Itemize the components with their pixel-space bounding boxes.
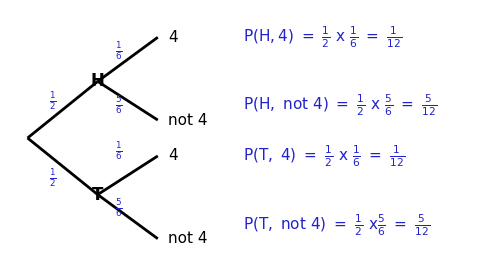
Text: not 4: not 4 <box>168 231 207 246</box>
Text: $\frac{1}{2}$: $\frac{1}{2}$ <box>49 90 57 112</box>
Text: 4: 4 <box>168 30 177 45</box>
Text: T: T <box>92 185 103 204</box>
Text: H: H <box>91 72 105 91</box>
Text: $\frac{1}{6}$: $\frac{1}{6}$ <box>115 140 123 162</box>
Text: $\frac{5}{6}$: $\frac{5}{6}$ <box>115 197 123 219</box>
Text: $\frac{5}{6}$: $\frac{5}{6}$ <box>115 94 123 116</box>
Text: $\mathrm{P(T,\ not\ 4)\ =\ }\frac{1}{2}\mathrm{\ x}\frac{5}{6}\mathrm{\ =\ }\fra: $\mathrm{P(T,\ not\ 4)\ =\ }\frac{1}{2}\… <box>243 212 430 238</box>
Text: not 4: not 4 <box>168 113 207 128</box>
Text: $\frac{1}{2}$: $\frac{1}{2}$ <box>49 167 57 189</box>
Text: $\mathrm{P(H,4)\ =\ }\frac{1}{2}\mathrm{\ x\ }\frac{1}{6}\mathrm{\ =\ }\frac{1}{: $\mathrm{P(H,4)\ =\ }\frac{1}{2}\mathrm{… <box>243 25 402 50</box>
Text: 4: 4 <box>168 148 177 163</box>
Text: $\mathrm{P(H,\ not\ 4)\ =\ }\frac{1}{2}\mathrm{\ x\ }\frac{5}{6}\mathrm{\ =\ }\f: $\mathrm{P(H,\ not\ 4)\ =\ }\frac{1}{2}\… <box>243 92 437 118</box>
Text: $\frac{1}{6}$: $\frac{1}{6}$ <box>115 40 123 62</box>
Text: $\mathrm{P(T,\ 4)\ =\ }\frac{1}{2}\mathrm{\ x\ }\frac{1}{6}\mathrm{\ =\ }\frac{1: $\mathrm{P(T,\ 4)\ =\ }\frac{1}{2}\mathr… <box>243 143 405 169</box>
